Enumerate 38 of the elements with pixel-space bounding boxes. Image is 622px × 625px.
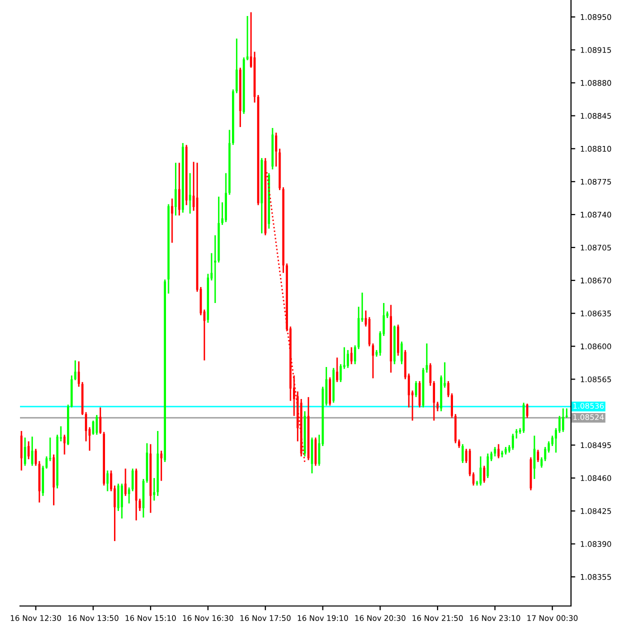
candlestick — [512, 433, 514, 450]
candlestick — [483, 465, 486, 484]
candlestick — [354, 344, 356, 365]
candlestick — [63, 434, 66, 456]
candlestick — [418, 380, 421, 408]
candlestick — [414, 380, 418, 398]
candlestick — [526, 402, 528, 418]
candlestick — [28, 440, 30, 460]
candlestick — [160, 450, 162, 482]
candlestick — [350, 346, 353, 365]
candlestick — [536, 449, 540, 463]
candlestick — [171, 198, 174, 244]
candlestick — [346, 349, 349, 369]
candlestick — [533, 434, 536, 480]
candlestick — [120, 482, 123, 520]
candlestick — [429, 362, 432, 386]
candlestick — [20, 430, 23, 472]
candlestick — [562, 408, 564, 433]
candlestick — [515, 428, 518, 440]
candlestick — [432, 380, 436, 422]
candlestick — [96, 414, 98, 436]
candlestick — [486, 452, 489, 479]
candlestick — [462, 443, 464, 464]
candlestick — [24, 436, 26, 466]
candlestick — [124, 468, 127, 497]
candlestick — [480, 456, 482, 486]
candlestick — [372, 342, 374, 379]
candlestick — [497, 443, 500, 459]
candlestick — [188, 172, 192, 214]
candlestick — [31, 436, 34, 466]
candlestick — [336, 356, 338, 383]
candlestick — [178, 162, 180, 216]
candlestick — [132, 468, 134, 492]
candlestick — [400, 340, 403, 365]
candlestick — [84, 411, 88, 442]
candlestick — [174, 162, 177, 216]
candlestick — [106, 470, 109, 492]
candlestick — [436, 401, 439, 412]
